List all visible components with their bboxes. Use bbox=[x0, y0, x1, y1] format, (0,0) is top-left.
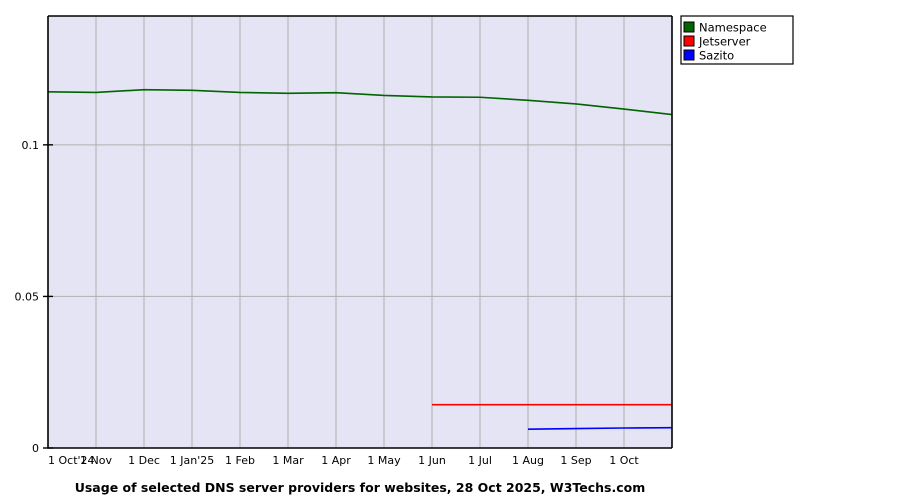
x-tick-label: 1 Oct bbox=[609, 454, 639, 467]
series-line-sazito bbox=[527, 426, 673, 430]
x-tick-label: 1 May bbox=[367, 454, 401, 467]
legend-label-jetserver: Jetserver bbox=[698, 35, 751, 49]
series-line-namespace bbox=[47, 88, 673, 116]
legend-border bbox=[680, 15, 794, 65]
x-tick-label: 1 Aug bbox=[512, 454, 544, 467]
y-tick-label: 0.05 bbox=[15, 290, 40, 303]
legend-swatch-namespace bbox=[683, 21, 695, 33]
x-tick-label: 1 Jul bbox=[468, 454, 492, 467]
x-tick-label: 1 Feb bbox=[225, 454, 255, 467]
x-tick-label: 1 Nov bbox=[80, 454, 112, 467]
x-tick-label: 1 Apr bbox=[321, 454, 351, 467]
x-tick-label: 1 Sep bbox=[560, 454, 591, 467]
x-tick-label: 1 Jan'25 bbox=[170, 454, 214, 467]
y-axis-ticks bbox=[43, 144, 53, 449]
x-axis-labels: 1 Oct'241 Nov 1 Dec 1 Jan'25 1 Feb 1 Mar 1 Ap… bbox=[48, 454, 639, 467]
y-tick-label: 0.1 bbox=[22, 139, 40, 152]
vertical-gridlines bbox=[95, 16, 625, 448]
legend-label-sazito: Sazito bbox=[699, 49, 734, 63]
x-tick-label: 1 Oct'24 bbox=[48, 454, 95, 467]
legend-swatch-sazito bbox=[683, 49, 695, 61]
plot-area-background bbox=[48, 16, 672, 448]
x-tick-label: 1 Jun bbox=[418, 454, 446, 467]
legend-swatch-jetserver bbox=[683, 35, 695, 47]
y-axis-labels: 0 0.05 0.1 bbox=[15, 139, 40, 455]
chart-caption: Usage of selected DNS server providers f… bbox=[75, 480, 646, 495]
series-layer bbox=[47, 88, 673, 430]
x-tick-label: 1 Mar bbox=[272, 454, 304, 467]
horizontal-gridlines bbox=[48, 144, 672, 297]
x-tick-label: 1 Dec bbox=[128, 454, 160, 467]
y-tick-label: 0 bbox=[32, 442, 39, 455]
legend-label-namespace: Namespace bbox=[699, 21, 767, 35]
